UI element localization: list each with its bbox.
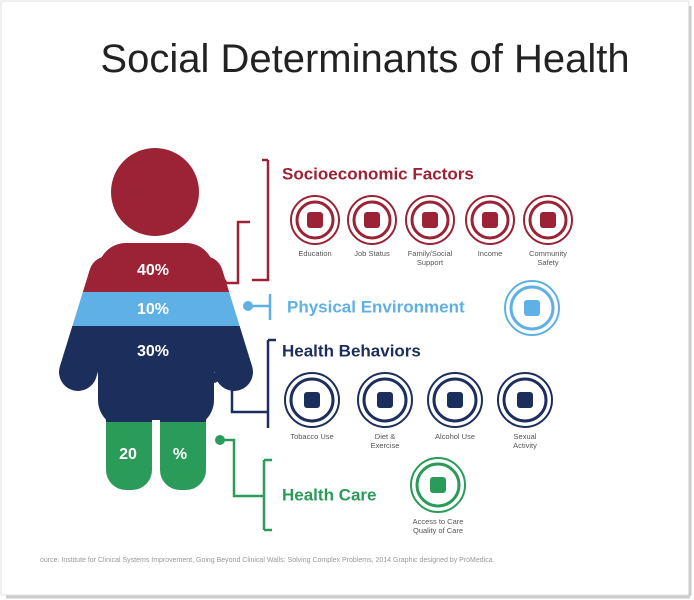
icon-glyph [482,212,498,228]
item-label: Diet & [375,432,395,441]
icon-glyph [430,477,446,493]
item-label: Job Status [354,249,390,258]
percent: % [173,446,187,463]
page: Social Determinants of Health 40% 10% 30… [0,0,694,600]
icon-glyph [364,212,380,228]
percent: 20 [119,446,137,463]
icon-glyph [540,212,556,228]
group-title: Physical Environment [287,297,465,316]
item-label: Tobacco Use [290,432,333,441]
item-label: Alcohol Use [435,432,475,441]
item-label: Family/Social [408,249,453,258]
item-label: Access to Care [413,517,464,526]
item-label: Sexual [514,432,537,441]
percent: 30% [137,343,169,360]
icon-glyph [517,392,533,408]
item-label: Support [417,258,444,267]
icon-glyph [447,392,463,408]
item-label: Activity [513,441,537,450]
icon-glyph [307,212,323,228]
icon-glyph [422,212,438,228]
item-label: Income [478,249,503,258]
percent: 10% [137,301,169,318]
body [40,240,280,502]
item-label: Exercise [371,441,400,450]
head [111,148,199,236]
item-label: Education [298,249,331,258]
icon-glyph [377,392,393,408]
group-title: Health Care [282,485,376,504]
group-title: Socioeconomic Factors [282,164,474,183]
item-label: Community [529,249,567,258]
source: ource: Institute for Clinical Systems Im… [40,557,495,564]
item-label: Safety [537,258,559,267]
percent: 40% [137,262,169,279]
icon-glyph [304,392,320,408]
icon-glyph [524,300,540,316]
group-title: Health Behaviors [282,341,421,360]
title: Social Determinants of Health [100,37,629,81]
item-label: Quality of Care [413,526,463,535]
